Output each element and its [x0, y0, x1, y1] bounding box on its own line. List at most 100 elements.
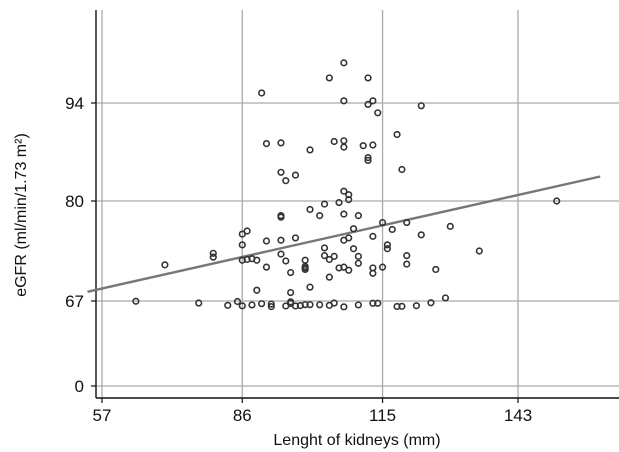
data-point — [398, 165, 406, 174]
data-point — [335, 198, 343, 207]
data-point — [330, 252, 338, 260]
data-point — [349, 225, 358, 233]
data-point — [383, 245, 391, 253]
data-point — [378, 263, 387, 271]
data-point — [325, 255, 333, 264]
data-point — [398, 302, 406, 310]
grid-lines — [96, 10, 619, 398]
data-point — [340, 303, 348, 311]
x-tick-label: 86 — [233, 406, 252, 425]
data-point — [330, 137, 338, 146]
data-point — [354, 252, 362, 260]
data-point — [364, 156, 372, 164]
data-point — [340, 263, 348, 271]
data-point — [301, 264, 309, 272]
data-point — [277, 168, 285, 176]
data-point — [287, 268, 295, 277]
data-point — [330, 299, 338, 307]
data-point — [320, 244, 329, 252]
data-point — [195, 299, 203, 307]
data-point — [446, 222, 454, 230]
data-point — [378, 218, 387, 227]
data-point — [340, 210, 348, 218]
data-point — [243, 227, 251, 235]
data-point — [132, 297, 140, 305]
data-point — [374, 109, 382, 117]
data-point — [345, 234, 353, 242]
data-point — [417, 231, 425, 239]
data-point — [345, 266, 353, 274]
data-point — [354, 212, 362, 220]
x-tick-label: 143 — [504, 406, 532, 425]
data-point — [291, 234, 300, 242]
data-point — [369, 232, 377, 240]
data-point — [393, 130, 401, 139]
data-point — [325, 74, 333, 82]
data-point — [340, 137, 348, 145]
data-point — [369, 141, 377, 149]
data-point — [233, 297, 242, 306]
data-point — [224, 301, 232, 309]
data-point — [403, 252, 411, 260]
data-point — [253, 286, 261, 294]
data-point — [354, 301, 362, 309]
data-point — [287, 298, 295, 306]
y-axis-title: eGFR (ml/min/1.73 m²) — [13, 133, 30, 297]
data-point — [340, 143, 348, 151]
data-point — [301, 256, 309, 264]
data-point — [369, 97, 377, 105]
data-point — [306, 146, 314, 154]
data-point — [325, 273, 333, 281]
data-point — [316, 212, 324, 220]
data-point — [306, 283, 314, 291]
data-point — [369, 264, 377, 272]
data-point — [262, 263, 271, 271]
data-point — [238, 302, 246, 310]
data-point — [258, 89, 266, 97]
data-point — [262, 140, 271, 148]
data-point — [364, 74, 372, 82]
data-point — [441, 294, 450, 302]
data-point — [161, 261, 169, 269]
data-point — [417, 102, 425, 110]
data-point — [553, 197, 561, 205]
data-point — [282, 177, 290, 185]
data-point — [262, 237, 271, 245]
data-point — [345, 196, 353, 204]
x-tick-label: 115 — [369, 406, 396, 425]
data-point — [253, 256, 261, 264]
y-tick-label: 94 — [65, 94, 84, 113]
fit-line-group — [87, 175, 601, 293]
data-point — [306, 205, 314, 214]
data-point — [388, 225, 396, 234]
data-point — [277, 250, 285, 258]
data-point — [412, 302, 421, 310]
data-point — [340, 59, 348, 67]
data-point — [340, 187, 348, 195]
data-point — [374, 299, 382, 307]
data-point — [475, 247, 483, 255]
data-point — [267, 300, 275, 308]
data-point — [282, 257, 290, 265]
data-point — [277, 236, 285, 244]
data-point — [267, 302, 275, 311]
data-point — [354, 259, 362, 267]
axes — [91, 10, 619, 403]
x-axis-title: Lenght of kidneys (mm) — [273, 432, 440, 449]
data-point — [238, 241, 246, 249]
data-point — [383, 241, 391, 249]
data-point — [291, 171, 300, 179]
data-point — [316, 301, 324, 309]
data-point — [340, 97, 348, 105]
data-point — [432, 265, 440, 274]
data-points — [132, 59, 561, 311]
y-tick-label: 67 — [65, 292, 84, 311]
data-point — [364, 100, 372, 108]
data-point — [359, 142, 367, 150]
data-point — [349, 245, 358, 253]
data-point — [403, 218, 411, 227]
data-point — [277, 212, 285, 220]
y-tick-label: 80 — [65, 192, 84, 211]
data-point — [320, 200, 329, 208]
